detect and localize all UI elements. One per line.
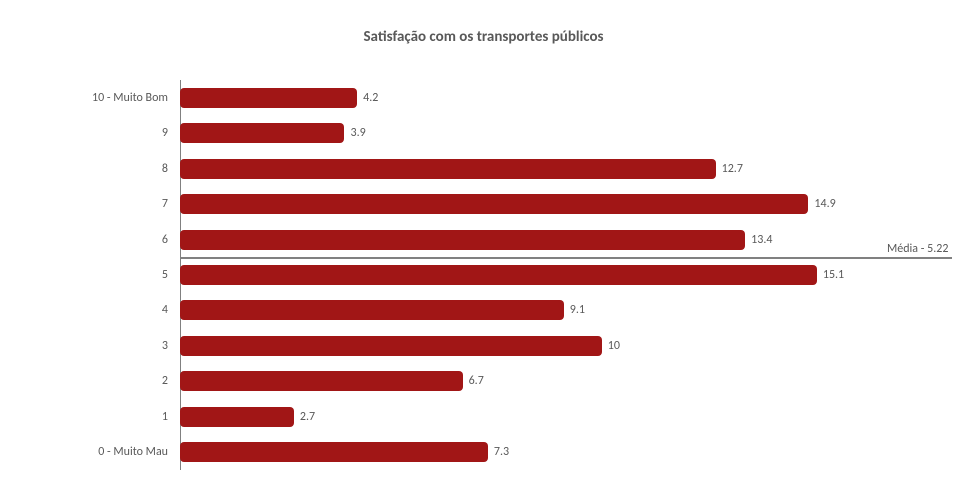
y-axis-label: 3 <box>162 339 180 353</box>
bar-row: 7 14.9 <box>180 194 897 214</box>
bar-value-label: 14.9 <box>814 197 835 211</box>
bar <box>180 159 716 179</box>
bar-value-label: 6.7 <box>469 374 484 388</box>
bar-value-label: 15.1 <box>823 268 844 282</box>
y-axis-label: 5 <box>162 268 180 282</box>
bar-value-label: 3.9 <box>350 126 365 140</box>
mean-reference-line <box>180 257 952 259</box>
plot-area: 10 - Muito Bom 4.2 9 3.9 8 12.7 7 14.9 6 <box>180 80 897 470</box>
chart-title: Satisfação com os transportes públicos <box>0 28 967 46</box>
y-axis-label: 10 - Muito Bom <box>92 91 180 105</box>
bar-row: 0 - Muito Mau 7.3 <box>180 442 897 462</box>
y-axis-label: 6 <box>162 233 180 247</box>
bar-row: 10 - Muito Bom 4.2 <box>180 88 897 108</box>
mean-reference-label: Média - 5.22 <box>887 242 948 256</box>
y-axis-label: 4 <box>162 303 180 317</box>
bar <box>180 336 602 356</box>
y-axis-label: 2 <box>162 374 180 388</box>
bar-value-label: 13.4 <box>751 233 772 247</box>
bar-value-label: 9.1 <box>570 303 585 317</box>
bar-value-label: 10 <box>608 339 620 353</box>
bars-container: 10 - Muito Bom 4.2 9 3.9 8 12.7 7 14.9 6 <box>180 80 897 470</box>
chart-frame: Satisfação com os transportes públicos 1… <box>0 0 967 500</box>
y-axis-label: 7 <box>162 197 180 211</box>
bar-value-label: 2.7 <box>300 410 315 424</box>
bar-row: 1 2.7 <box>180 407 897 427</box>
y-axis-label: 1 <box>162 410 180 424</box>
y-axis-label: 8 <box>162 162 180 176</box>
y-axis-label: 9 <box>162 126 180 140</box>
y-axis-label: 0 - Muito Mau <box>98 445 180 459</box>
bar <box>180 371 463 391</box>
bar-row: 9 3.9 <box>180 123 897 143</box>
bar <box>180 407 294 427</box>
bar-row: 3 10 <box>180 336 897 356</box>
bar-value-label: 12.7 <box>722 162 743 176</box>
bar-row: 4 9.1 <box>180 300 897 320</box>
bar <box>180 442 488 462</box>
bar <box>180 194 808 214</box>
bar-row: 6 13.4 <box>180 230 897 250</box>
bar <box>180 230 745 250</box>
bar-value-label: 4.2 <box>363 91 378 105</box>
bar <box>180 123 344 143</box>
bar-row: 5 15.1 <box>180 265 897 285</box>
bar <box>180 265 817 285</box>
bar-value-label: 7.3 <box>494 445 509 459</box>
bar <box>180 300 564 320</box>
bar-row: 8 12.7 <box>180 159 897 179</box>
bar-row: 2 6.7 <box>180 371 897 391</box>
bar <box>180 88 357 108</box>
